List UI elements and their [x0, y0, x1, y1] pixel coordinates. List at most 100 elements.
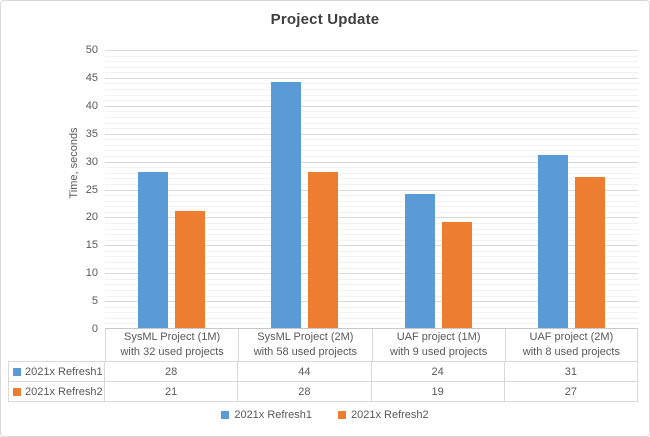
table-value-cell: 21 [105, 382, 239, 402]
gridline-minor [105, 239, 638, 241]
bar-series1-group1 [138, 171, 169, 328]
legend-item-label: 2021x Refresh2 [351, 409, 429, 421]
series-name-label: 2021x Refresh2 [25, 385, 103, 398]
gridline-minor [105, 139, 638, 141]
gridline-major [105, 77, 638, 79]
gridline-minor [105, 195, 638, 197]
y-axis-tick-label: 5 [91, 295, 98, 308]
table-value-cell: 28 [105, 362, 239, 382]
gridline-minor [105, 111, 638, 113]
bar-series2-group2 [308, 171, 339, 328]
table-row-label: 2021x Refresh1 [8, 362, 105, 382]
gridline-minor [105, 128, 638, 130]
legend-key-icon [338, 411, 346, 419]
category-label-line: SysML Project (1M) [124, 331, 221, 343]
gridline-minor [105, 206, 638, 208]
category-label-line: with 8 used projects [522, 346, 620, 358]
gridline-minor [105, 61, 638, 63]
gridline-minor [105, 116, 638, 118]
table-value-cell: 19 [371, 382, 505, 402]
gridline-minor [105, 122, 638, 124]
gridline-minor [105, 211, 638, 213]
y-axis-tick-label: 25 [85, 183, 98, 196]
y-axis-tick-label: 35 [85, 127, 98, 140]
gridline-major [105, 50, 638, 51]
gridline-minor [105, 256, 638, 258]
y-axis-tick-label: 15 [85, 239, 98, 252]
gridline-major [105, 245, 638, 247]
gridline-major [105, 217, 638, 219]
gridline-minor [105, 312, 638, 314]
y-axis-tick-label: 50 [85, 44, 98, 56]
y-axis-tick-label: 45 [85, 71, 98, 84]
gridline-minor [105, 289, 638, 291]
chart-legend: 2021x Refresh1 2021x Refresh2 [1, 409, 649, 421]
table-value-cell: 28 [238, 382, 372, 402]
category-label-line: UAF project (1M) [396, 331, 481, 343]
category-label-line: UAF project (2M) [529, 331, 614, 343]
gridline-minor [105, 267, 638, 269]
y-axis-tick-label: 30 [85, 155, 98, 168]
gridline-minor [105, 200, 638, 202]
gridline-major [105, 301, 638, 303]
gridline-minor [105, 66, 638, 68]
gridline-minor [105, 55, 638, 57]
bar-series1-group3 [404, 194, 435, 328]
chart-title: Project Update [270, 11, 380, 28]
table-value-cell: 31 [504, 362, 638, 382]
table-header-category: UAF project (2M) with 8 used projects [504, 329, 638, 362]
gridline-minor [105, 156, 638, 158]
table-header-category: SysML Project (2M) with 58 used projects [238, 329, 372, 362]
gridline-minor [105, 183, 638, 185]
gridline-minor [105, 89, 638, 91]
gridline-minor [105, 150, 638, 152]
table-corner-cell [8, 329, 105, 362]
gridline-minor [105, 222, 638, 224]
gridline-minor [105, 100, 638, 102]
bar-series1-group4 [537, 155, 568, 328]
table-value-cell: 27 [504, 382, 638, 402]
category-label-line: SysML Project (2M) [257, 331, 354, 343]
y-axis-tick-label: 20 [85, 211, 98, 224]
bar-series1-group2 [271, 82, 302, 328]
table-header-category: UAF project (1M) with 9 used projects [371, 329, 505, 362]
legend-key-icon [13, 367, 21, 376]
gridline-minor [105, 167, 638, 169]
table-value-cell: 44 [238, 362, 372, 382]
gridline-minor [105, 72, 638, 74]
series-name-label: 2021x Refresh1 [25, 365, 103, 378]
gridline-minor [105, 306, 638, 308]
legend-item-refresh1: 2021x Refresh1 [221, 409, 312, 421]
table-header-category: SysML Project (1M) with 32 used projects [105, 329, 239, 362]
gridline-minor [105, 284, 638, 286]
y-axis-tick-label: 10 [85, 267, 98, 280]
gridline-major [105, 133, 638, 135]
gridline-minor [105, 144, 638, 146]
gridline-minor [105, 317, 638, 319]
y-axis-tick-label: 40 [85, 99, 98, 112]
gridline-major [105, 161, 638, 163]
y-axis-tick-label: 0 [91, 323, 98, 335]
gridline-major [105, 273, 638, 275]
table-value-cell: 24 [371, 362, 505, 382]
gridline-minor [105, 234, 638, 236]
bar-series2-group1 [175, 210, 206, 328]
gridline-minor [105, 323, 638, 325]
gridline-minor [105, 178, 638, 180]
plot-area [105, 50, 638, 329]
data-table: SysML Project (1M) with 32 used projects S… [8, 329, 638, 402]
gridline-major [105, 105, 638, 107]
legend-key-icon [221, 411, 230, 419]
legend-item-refresh2: 2021x Refresh2 [338, 409, 429, 421]
gridline-minor [105, 295, 638, 297]
category-label-line: with 9 used projects [390, 346, 488, 358]
category-label-line: with 58 used projects [253, 346, 358, 358]
gridline-minor [105, 172, 638, 174]
bar-series2-group3 [441, 221, 472, 328]
category-label-line: with 32 used projects [120, 346, 224, 358]
table-row-label: 2021x Refresh2 [8, 382, 105, 402]
gridline-minor [105, 94, 638, 96]
legend-item-label: 2021x Refresh1 [234, 409, 312, 421]
gridline-minor [105, 278, 638, 280]
